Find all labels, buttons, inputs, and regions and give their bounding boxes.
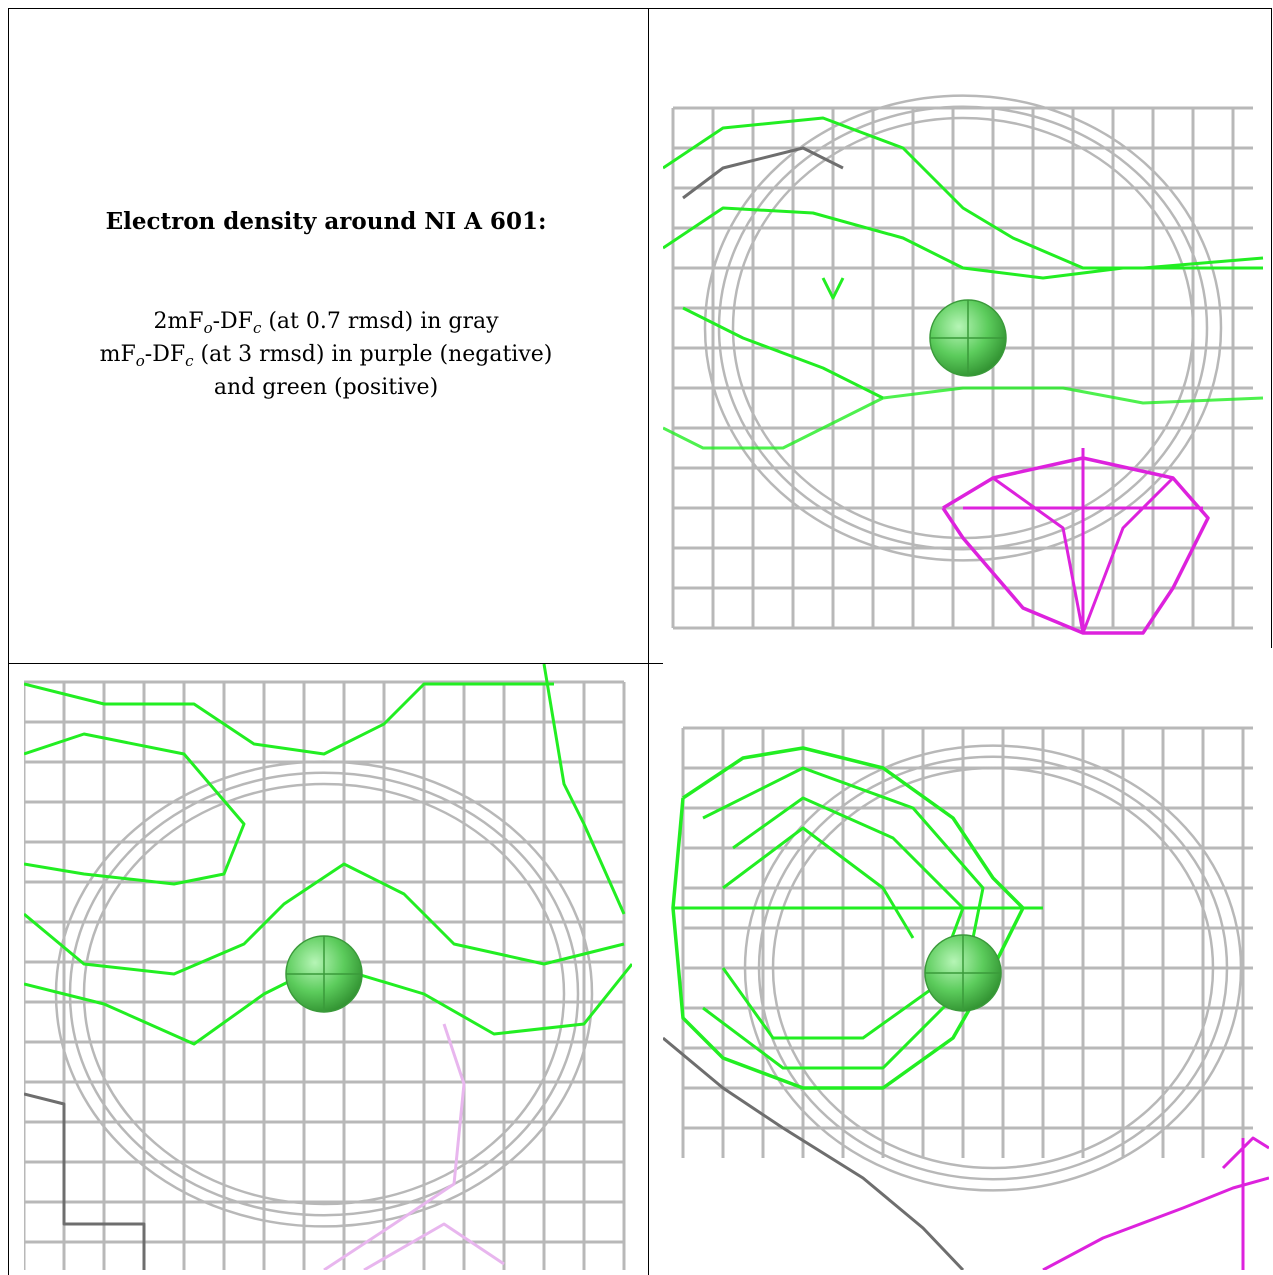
caption-subscript: o bbox=[135, 352, 145, 370]
green-mesh-contour bbox=[24, 862, 625, 976]
density-view-bottom-right bbox=[663, 708, 1269, 1270]
purple-mesh-contour bbox=[323, 1023, 466, 1270]
purple-mesh-contour bbox=[1221, 1136, 1269, 1170]
caption-text: -DF bbox=[144, 342, 186, 367]
green-mesh-contour bbox=[722, 826, 915, 939]
gray-mesh-contour bbox=[54, 760, 594, 1228]
dark-mesh-line bbox=[663, 1036, 965, 1270]
caption-text: mF bbox=[99, 342, 136, 367]
gray-mesh-contour bbox=[82, 782, 566, 1206]
gray-mesh-contour bbox=[771, 766, 1215, 1170]
purple-mesh-contour bbox=[363, 1222, 505, 1270]
caption-text: (at 3 rmsd) in purple (negative) bbox=[193, 342, 553, 367]
table-border-left-lower bbox=[8, 664, 9, 1275]
green-mesh-contour bbox=[663, 386, 1264, 450]
caption-text: 2mF bbox=[153, 309, 204, 334]
density-mesh-image bbox=[24, 664, 632, 1270]
dark-mesh-line bbox=[24, 1092, 146, 1270]
caption-subscript: c bbox=[252, 319, 262, 337]
table-border-right bbox=[1271, 8, 1272, 648]
green-mesh-contour bbox=[821, 277, 845, 300]
purple-mesh-contour bbox=[941, 456, 1210, 635]
gray-mesh-contour bbox=[717, 105, 1209, 551]
density-mesh-image bbox=[663, 94, 1264, 635]
caption-line-purple: mFo-DFc (at 3 rmsd) in purple (negative) bbox=[26, 338, 626, 371]
table-border-left bbox=[8, 8, 9, 664]
purple-mesh-contour bbox=[992, 476, 1085, 634]
gray-mesh-contour bbox=[757, 755, 1229, 1181]
dark-mesh-line bbox=[682, 146, 844, 200]
green-mesh-contour bbox=[682, 306, 884, 400]
green-mesh-contour bbox=[542, 664, 626, 915]
density-view-bottom-left bbox=[24, 664, 632, 1270]
green-mesh-contour bbox=[24, 682, 554, 756]
table-border-middle bbox=[648, 8, 649, 1275]
caption-line-green: and green (positive) bbox=[213, 375, 439, 400]
caption-text: -DF bbox=[212, 309, 253, 334]
caption-text: (at 0.7 rmsd) in gray bbox=[261, 309, 499, 334]
density-view-top-right bbox=[663, 68, 1268, 638]
caption-block: Electron density around NI A 601: 2mFo-D… bbox=[26, 208, 626, 404]
caption-subscript: c bbox=[185, 352, 194, 370]
density-mesh-image bbox=[663, 726, 1269, 1270]
table-border-top bbox=[8, 8, 1272, 9]
gray-mesh-contour bbox=[743, 744, 1243, 1192]
figure-table: Electron density around NI A 601: 2mFo-D… bbox=[8, 8, 1272, 1275]
purple-mesh-contour bbox=[1081, 476, 1175, 634]
green-mesh-contour bbox=[24, 732, 246, 886]
caption-subscript: o bbox=[203, 319, 213, 337]
purple-mesh-contour bbox=[1042, 1176, 1269, 1270]
gray-mesh-contour bbox=[703, 94, 1223, 562]
caption-title: Electron density around NI A 601: bbox=[105, 208, 547, 235]
table-border-row-divider bbox=[8, 663, 663, 664]
green-mesh-contour bbox=[663, 206, 1263, 280]
caption-line-gray: 2mFo-DFc (at 0.7 rmsd) in gray bbox=[26, 305, 626, 338]
